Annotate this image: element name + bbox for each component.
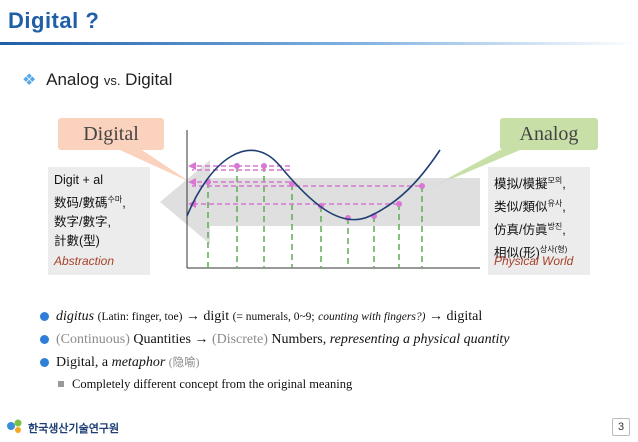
digital-tag: Digital [58, 118, 164, 150]
analog-curve [186, 149, 441, 221]
digital-meaning-box: Digit + al 数码/數碼수마, 数字/數字, 計數(型) Abstrac… [48, 167, 150, 275]
title-underline [0, 42, 638, 45]
subtitle: ❖ Analog vs. Digital [22, 70, 172, 90]
analog-line-1: 模拟/模擬모의, [494, 176, 566, 192]
sample-lines [207, 166, 423, 268]
slide-title: Digital ? [8, 8, 100, 33]
sample-point [396, 201, 402, 207]
diamond-bullet-icon: ❖ [22, 72, 37, 89]
subtitle-analog: Analog [46, 70, 100, 89]
abstraction-caption: Abstraction [54, 254, 115, 268]
square-bullet-icon [58, 381, 64, 387]
sub-bullet-concept: Completely different concept from the or… [40, 374, 630, 394]
bullet-metaphor: Digital, a metaphor (隐喻) [40, 351, 630, 374]
analog-line-2: 类似/類似유사, [494, 199, 566, 215]
digital-line-3: 数字/數字, [54, 215, 111, 230]
bullet-quantities: (Continuous) Quantities → (Discrete) Num… [40, 328, 630, 351]
digital-pointer [120, 150, 190, 182]
institute-logo-icon [7, 419, 22, 433]
arrow-head [188, 162, 196, 170]
analog-line-4: 相似(形)상사(형) [494, 245, 568, 261]
sampling-diagram [160, 130, 480, 269]
arrow-head [188, 178, 196, 186]
institute-name: 한국생산기술연구원 [28, 423, 120, 435]
subtitle-vs: vs. [103, 73, 121, 88]
digital-line-4: 計數(型) [54, 234, 100, 249]
physical-world-caption: Physical World [494, 254, 574, 268]
analog-tag: Analog [500, 118, 598, 150]
sample-point [419, 183, 425, 189]
sample-point [261, 163, 267, 169]
bullet-list: digitus (Latin: finger, toe) → digit (= … [40, 305, 630, 394]
analog-meaning-box: 模拟/模擬모의, 类似/類似유사, 仿真/仿眞방진, 相似(形)상사(형) Ph… [488, 167, 590, 275]
analog-line-3: 仿真/仿眞방진, [494, 222, 566, 238]
bullet-dot-icon [40, 312, 49, 321]
digital-line-2: 数码/數碼수마, [54, 195, 126, 211]
sample-point [234, 163, 240, 169]
page-number: 3 [612, 418, 630, 436]
conversion-arrow [160, 160, 480, 244]
bullet-dot-icon [40, 358, 49, 367]
bullet-digitus: digitus (Latin: finger, toe) → digit (= … [40, 305, 630, 328]
bullet-dot-icon [40, 335, 49, 344]
subtitle-digital: Digital [125, 70, 173, 89]
digital-line-1: Digit + al [54, 173, 103, 187]
